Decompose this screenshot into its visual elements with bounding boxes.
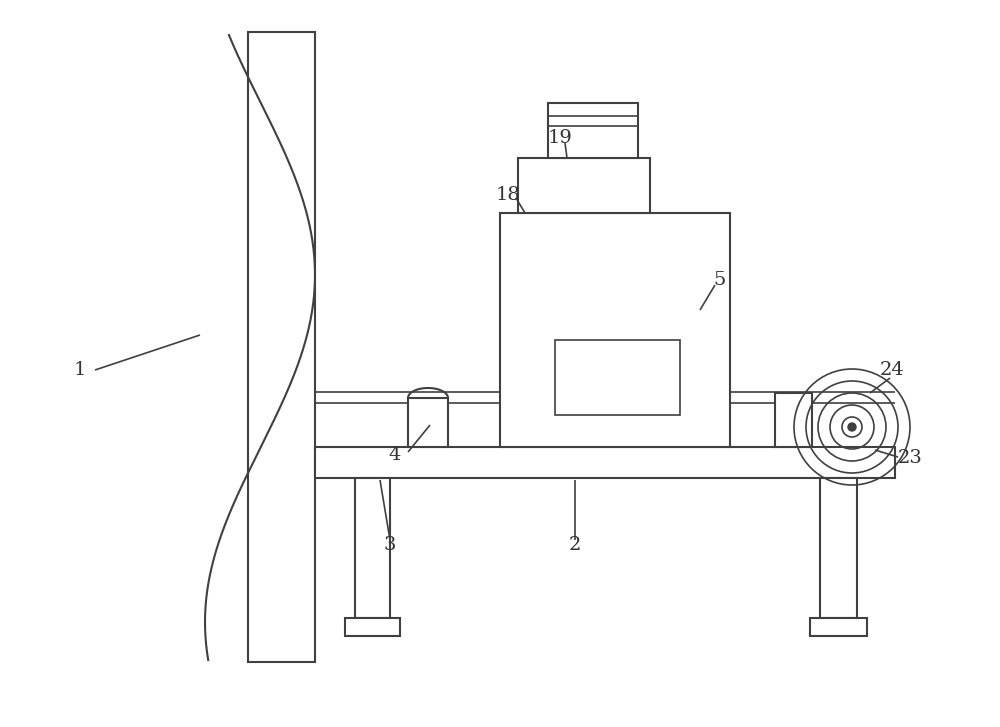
Bar [820, 478, 857, 618]
Bar [518, 158, 650, 213]
Bar [500, 213, 730, 447]
Text: 24: 24 [880, 361, 904, 379]
Bar [810, 618, 867, 636]
Text: 19: 19 [548, 129, 572, 147]
Text: 23: 23 [898, 449, 922, 467]
Bar [315, 447, 895, 478]
Text: 5: 5 [714, 271, 726, 289]
Circle shape [848, 423, 856, 431]
Bar [248, 32, 315, 662]
Bar [345, 618, 400, 636]
Text: 1: 1 [74, 361, 86, 379]
Text: 3: 3 [384, 536, 396, 554]
Bar [355, 478, 390, 618]
Text: 2: 2 [569, 536, 581, 554]
Text: 18: 18 [496, 186, 520, 204]
Bar [548, 103, 638, 158]
Bar [555, 340, 680, 415]
Bar [408, 398, 448, 447]
Bar [775, 393, 812, 447]
Text: 4: 4 [389, 446, 401, 464]
